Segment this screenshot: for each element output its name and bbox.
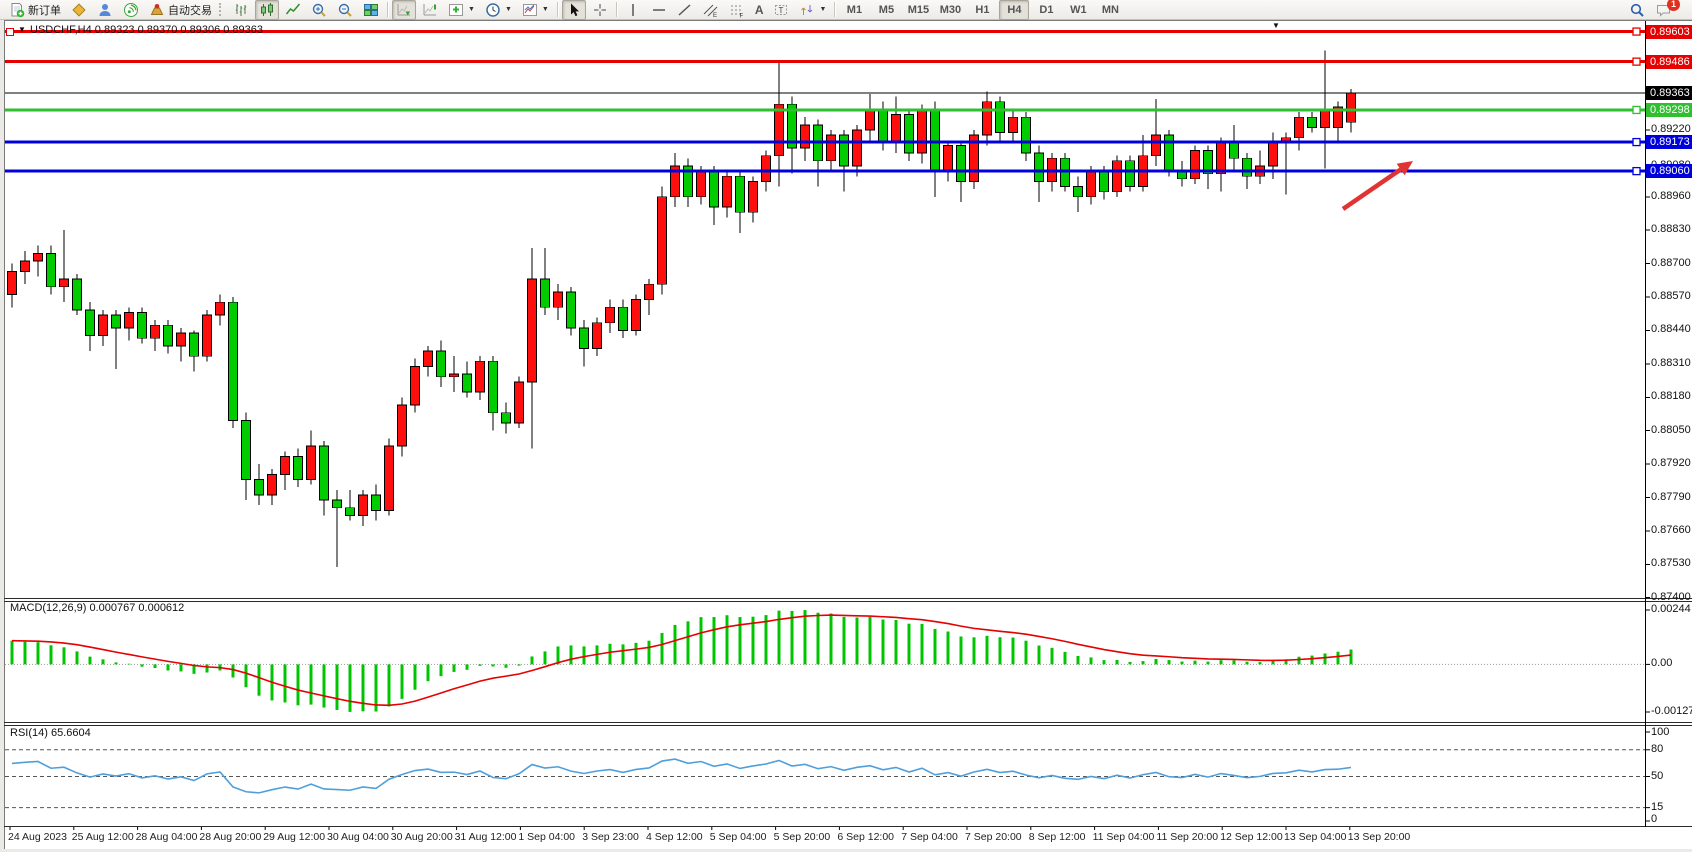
timeframe-button-M15[interactable]: M15 — [907, 3, 930, 16]
arrows-tool-button[interactable]: ▼ — [795, 0, 830, 20]
toolbar-grip — [219, 3, 224, 16]
equidistant-channel-button[interactable]: E — [699, 0, 723, 20]
timeframe-button-MN[interactable]: MN — [1101, 3, 1119, 16]
market-button[interactable] — [67, 0, 91, 20]
line-chart-icon — [285, 2, 301, 18]
autotrading-button[interactable]: 自动交易 — [145, 0, 216, 20]
template-icon — [522, 2, 538, 18]
chart-shift-button[interactable] — [418, 0, 442, 20]
search-button[interactable] — [1625, 0, 1649, 20]
zoom-out-button[interactable] — [333, 0, 357, 20]
timeframe-button-W1[interactable]: W1 — [1070, 3, 1087, 16]
horizontal-line-icon — [651, 2, 667, 18]
timeframe-toolbar: M1 M5 M15 M30 H1 H4 D1 W1 MN — [838, 0, 1126, 20]
candlestick-icon — [259, 2, 275, 18]
timeframe-button-H4[interactable]: H4 — [999, 0, 1030, 20]
autotrading-icon — [149, 2, 165, 18]
chevron-down-icon: ▼ — [468, 6, 475, 13]
toolbar-separator — [387, 2, 388, 17]
text-icon: A — [754, 2, 764, 17]
community-button[interactable] — [93, 0, 117, 20]
gold-diamond-icon — [71, 2, 87, 18]
main-toolbar: 新订单 自动交易 — [0, 0, 1692, 20]
indicators-icon — [448, 2, 464, 18]
zoom-in-button[interactable] — [307, 0, 331, 20]
horizontal-line-button[interactable] — [647, 0, 671, 20]
zoom-out-icon — [337, 2, 353, 18]
periods-button[interactable]: ▼ — [481, 0, 516, 20]
timeframe-button-M1[interactable]: M1 — [846, 3, 863, 16]
cursor-button[interactable] — [561, 0, 586, 20]
autoscroll-icon — [396, 2, 412, 18]
arrows-icon — [799, 2, 815, 18]
new-order-icon — [9, 2, 25, 18]
svg-text:F: F — [739, 13, 743, 18]
vertical-line-button[interactable] — [621, 0, 645, 20]
trendline-icon — [677, 2, 693, 18]
chevron-down-icon: ▼ — [541, 6, 549, 13]
toolbar-separator — [834, 2, 836, 17]
tile-windows-button[interactable] — [359, 0, 383, 20]
chart-candles-button[interactable] — [255, 0, 279, 20]
fibonacci-button[interactable]: F — [725, 0, 749, 20]
chat-button[interactable]: 1 — [1651, 0, 1680, 20]
crosshair-icon — [592, 2, 608, 18]
chevron-down-icon: ▼ — [819, 6, 827, 13]
svg-text:T: T — [779, 6, 784, 15]
toolbar-separator — [615, 2, 617, 17]
svg-text:E: E — [713, 13, 717, 18]
timeframe-button-D1[interactable]: D1 — [1039, 3, 1054, 16]
new-order-button[interactable]: 新订单 — [5, 0, 65, 20]
toolbar-right-cluster: 1 — [1624, 0, 1682, 20]
notification-badge: 1 — [1667, 0, 1680, 11]
timeframe-button-M30[interactable]: M30 — [939, 3, 962, 16]
tile-windows-icon — [363, 2, 379, 18]
timeframe-button-H1[interactable]: H1 — [975, 3, 990, 16]
zoom-in-icon — [311, 2, 327, 18]
chart-line-button[interactable] — [281, 0, 305, 20]
text-tool-button[interactable]: A — [751, 0, 768, 20]
autotrading-label: 自动交易 — [168, 4, 212, 17]
templates-button[interactable]: ▼ — [518, 0, 553, 20]
vertical-line-icon — [625, 2, 641, 18]
text-label-button[interactable]: T — [769, 0, 793, 20]
chevron-down-icon: ▼ — [504, 6, 512, 13]
bar-chart-icon — [233, 2, 249, 18]
timeframe-button-M5[interactable]: M5 — [878, 3, 895, 16]
indicators-button[interactable]: ▼ — [444, 0, 479, 20]
search-icon — [1629, 2, 1645, 18]
crosshair-button[interactable] — [588, 0, 612, 20]
cursor-icon — [566, 2, 582, 18]
chart-bars-button[interactable] — [229, 0, 253, 20]
clock-icon — [485, 2, 501, 18]
channel-icon: E — [703, 2, 719, 18]
person-icon — [97, 2, 113, 18]
chart-shift-icon — [422, 2, 438, 18]
signal-icon — [123, 2, 139, 18]
signals-button[interactable] — [119, 0, 143, 20]
new-order-label: 新订单 — [28, 4, 61, 17]
toolbar-separator — [556, 2, 558, 17]
trendline-button[interactable] — [673, 0, 697, 20]
autoscroll-button[interactable] — [392, 0, 416, 20]
fibonacci-icon: F — [729, 2, 745, 18]
text-label-icon: T — [773, 2, 789, 18]
